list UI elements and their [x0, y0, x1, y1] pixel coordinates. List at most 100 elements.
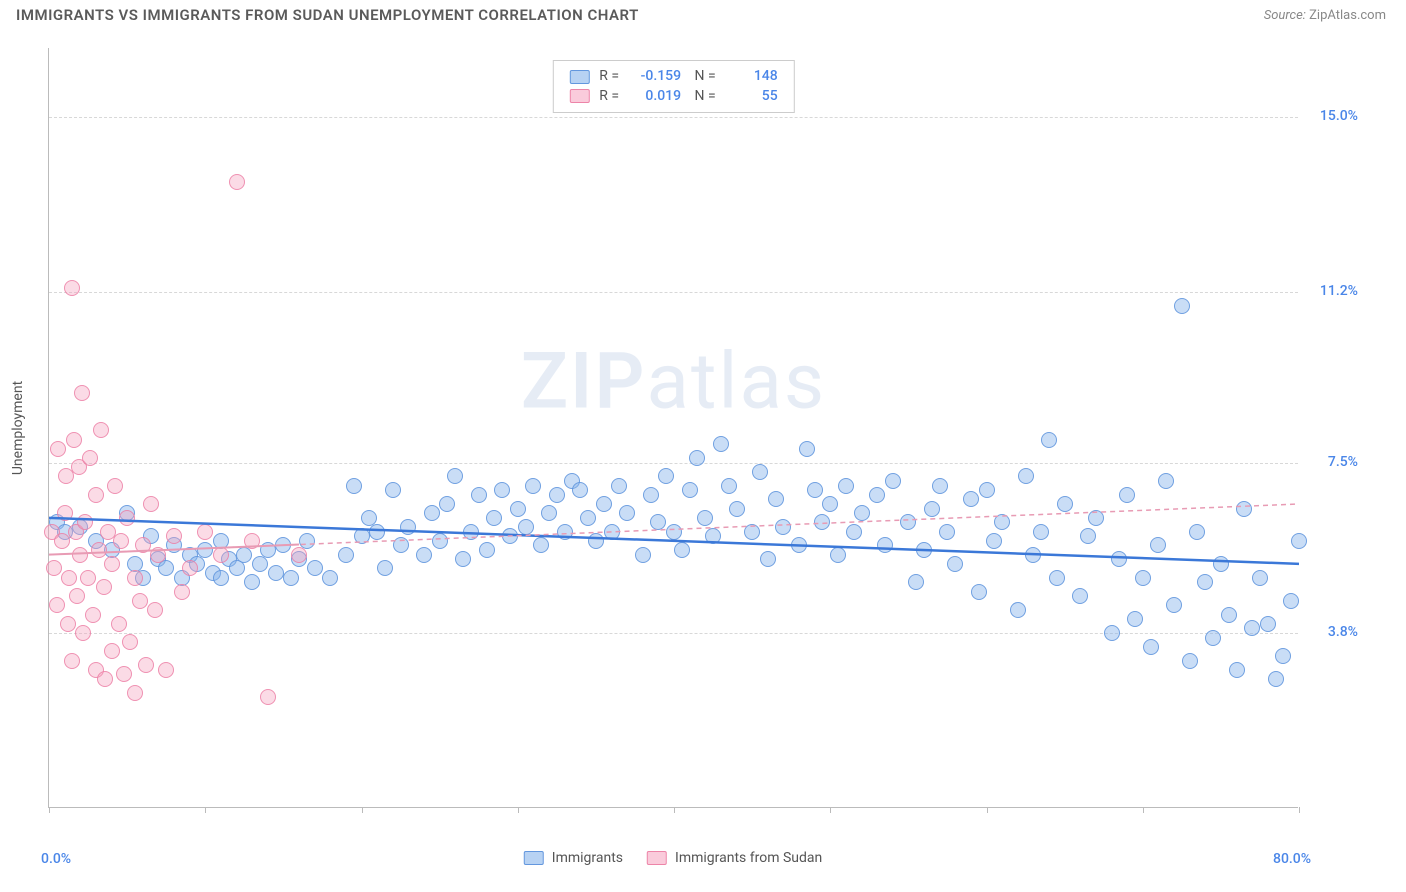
- scatter-point: [1244, 620, 1260, 636]
- scatter-point: [814, 514, 830, 530]
- scatter-point: [447, 468, 463, 484]
- legend-row-sudan: R = 0.019 N = 55: [569, 87, 777, 107]
- x-tick: [518, 807, 519, 813]
- plot-region: ZIPatlas R = -0.159 N = 148 R = 0.019 N …: [48, 48, 1298, 808]
- scatter-point: [854, 505, 870, 521]
- scatter-point: [57, 505, 73, 521]
- scatter-point: [113, 533, 129, 549]
- scatter-point: [213, 570, 229, 586]
- scatter-point: [369, 524, 385, 540]
- scatter-point: [1166, 597, 1182, 613]
- scatter-point: [1236, 501, 1252, 517]
- scatter-point: [760, 551, 776, 567]
- scatter-point: [1213, 556, 1229, 572]
- scatter-point: [666, 524, 682, 540]
- scatter-point: [611, 478, 627, 494]
- scatter-point: [643, 487, 659, 503]
- chart-area: ZIPatlas R = -0.159 N = 148 R = 0.019 N …: [48, 48, 1298, 808]
- scatter-point: [393, 537, 409, 553]
- scatter-point: [580, 510, 596, 526]
- scatter-point: [77, 514, 93, 530]
- scatter-point: [213, 547, 229, 563]
- scatter-point: [1197, 574, 1213, 590]
- scatter-point: [1088, 510, 1104, 526]
- scatter-point: [385, 482, 401, 498]
- scatter-point: [236, 547, 252, 563]
- scatter-point: [799, 441, 815, 457]
- scatter-point: [197, 524, 213, 540]
- scatter-point: [291, 547, 307, 563]
- scatter-point: [1025, 547, 1041, 563]
- scatter-point: [838, 478, 854, 494]
- trend-lines: [49, 48, 1299, 808]
- scatter-point: [93, 422, 109, 438]
- scatter-point: [260, 542, 276, 558]
- n-value: 55: [726, 87, 778, 107]
- r-value: -0.159: [629, 67, 681, 87]
- scatter-point: [91, 542, 107, 558]
- x-tick: [362, 807, 363, 813]
- x-tick: [987, 807, 988, 813]
- scatter-point: [979, 482, 995, 498]
- grid-line: [49, 292, 1298, 293]
- scatter-point: [416, 547, 432, 563]
- scatter-point: [885, 473, 901, 489]
- scatter-point: [1182, 653, 1198, 669]
- scatter-point: [119, 510, 135, 526]
- scatter-point: [104, 643, 120, 659]
- scatter-point: [69, 588, 85, 604]
- scatter-point: [830, 547, 846, 563]
- scatter-point: [1041, 432, 1057, 448]
- scatter-point: [549, 487, 565, 503]
- scatter-point: [275, 537, 291, 553]
- scatter-point: [143, 496, 159, 512]
- scatter-point: [107, 478, 123, 494]
- legend-item-immigrants: Immigrants: [524, 850, 623, 866]
- swatch-icon: [569, 89, 589, 103]
- scatter-point: [244, 533, 260, 549]
- scatter-point: [986, 533, 1002, 549]
- scatter-point: [122, 634, 138, 650]
- scatter-point: [1158, 473, 1174, 489]
- scatter-point: [604, 524, 620, 540]
- y-tick-label: 11.2%: [1320, 283, 1358, 299]
- scatter-point: [229, 174, 245, 190]
- scatter-point: [1291, 533, 1307, 549]
- swatch-icon: [524, 851, 544, 865]
- scatter-point: [377, 560, 393, 576]
- scatter-point: [85, 607, 101, 623]
- grid-line: [49, 117, 1298, 118]
- scatter-point: [557, 524, 573, 540]
- scatter-point: [1135, 570, 1151, 586]
- scatter-point: [1104, 625, 1120, 641]
- scatter-point: [132, 593, 148, 609]
- scatter-point: [775, 519, 791, 535]
- scatter-point: [439, 496, 455, 512]
- scatter-point: [424, 505, 440, 521]
- scatter-point: [588, 533, 604, 549]
- y-tick-label: 15.0%: [1320, 108, 1358, 124]
- legend-row-immigrants: R = -0.159 N = 148: [569, 67, 777, 87]
- scatter-point: [939, 524, 955, 540]
- swatch-icon: [647, 851, 667, 865]
- scatter-point: [947, 556, 963, 572]
- scatter-point: [846, 524, 862, 540]
- scatter-point: [963, 491, 979, 507]
- scatter-point: [1143, 639, 1159, 655]
- scatter-point: [1275, 648, 1291, 664]
- scatter-point: [510, 501, 526, 517]
- source-attribution: Source: ZipAtlas.com: [1264, 8, 1386, 23]
- scatter-point: [674, 542, 690, 558]
- scatter-point: [307, 560, 323, 576]
- scatter-point: [1057, 496, 1073, 512]
- scatter-point: [689, 450, 705, 466]
- scatter-point: [1174, 298, 1190, 314]
- x-tick-label: 80.0%: [1273, 851, 1311, 867]
- scatter-point: [900, 514, 916, 530]
- scatter-point: [1229, 662, 1245, 678]
- scatter-point: [1033, 524, 1049, 540]
- grid-line: [49, 463, 1298, 464]
- scatter-point: [1018, 468, 1034, 484]
- scatter-point: [908, 574, 924, 590]
- scatter-point: [97, 671, 113, 687]
